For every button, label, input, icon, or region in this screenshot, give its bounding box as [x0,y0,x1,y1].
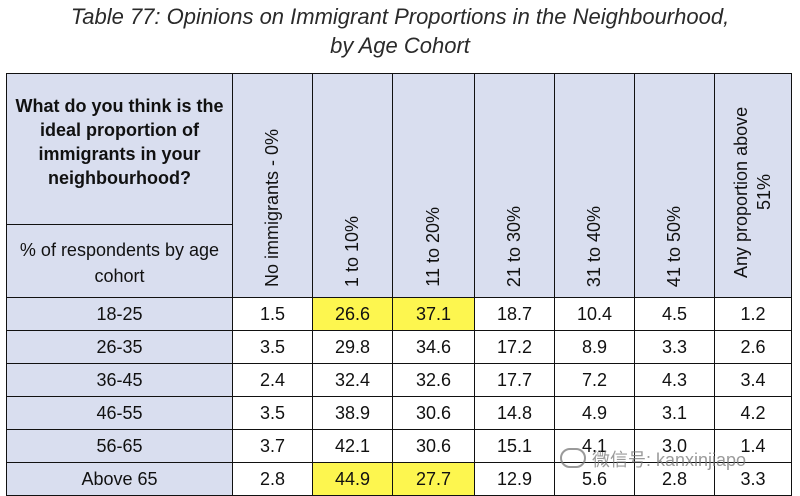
question-cell: What do you think is the ideal proportio… [6,73,233,298]
value-cell: 3.0 [634,429,715,463]
watermark-text: 微信号: kanxinjiapo [592,450,747,470]
value-cell: 3.5 [232,396,313,430]
value-cell: 2.8 [232,462,313,496]
wechat-icon [560,448,586,468]
opinion-table: What do you think is the ideal proportio… [6,73,792,496]
age-cohort-cell: 46-55 [6,396,233,430]
column-label: No immigrants - 0% [262,128,282,287]
age-cohort-cell: 56-65 [6,429,233,463]
table-row: 26-35 3.5 29.8 34.6 17.2 8.9 3.3 2.6 [6,330,792,364]
value-cell: 3.1 [634,396,715,430]
value-cell: 3.7 [232,429,313,463]
column-header: 11 to 20% [392,73,475,298]
value-cell: 29.8 [312,330,393,364]
value-cell: 12.9 [474,462,555,496]
value-cell: 44.9 [312,462,393,496]
title-line-1: Table 77: Opinions on Immigrant Proporti… [70,4,730,29]
value-cell: 7.2 [554,363,635,397]
value-cell: 8.9 [554,330,635,364]
question-text: What do you think is the ideal proportio… [7,74,232,225]
column-header: 31 to 40% [554,73,635,298]
column-label: 31 to 40% [584,205,604,287]
value-cell: 4.5 [634,297,715,331]
column-label: Any proportion above 51% [731,106,774,278]
age-cohort-cell: 36-45 [6,363,233,397]
value-cell: 1.4 [714,429,792,463]
value-cell: 27.7 [392,462,475,496]
value-cell: 30.6 [392,429,475,463]
value-cell: 42.1 [312,429,393,463]
value-cell: 2.4 [232,363,313,397]
value-cell: 4.2 [714,396,792,430]
age-cohort-cell: 26-35 [6,330,233,364]
value-cell: 1.2 [714,297,792,331]
table-row: 36-45 2.4 32.4 32.6 17.7 7.2 4.3 3.4 [6,363,792,397]
table-row: Above 65 2.8 44.9 27.7 12.9 5.6 2.8 3.3 [6,462,792,496]
column-header: 21 to 30% [474,73,555,298]
value-cell: 4.9 [554,396,635,430]
table-title: Table 77: Opinions on Immigrant Proporti… [0,2,800,60]
age-cohort-cell: 18-25 [6,297,233,331]
title-line-2: by Age Cohort [330,33,470,58]
value-cell: 14.8 [474,396,555,430]
value-cell: 34.6 [392,330,475,364]
table-row: 18-25 1.5 26.6 37.1 18.7 10.4 4.5 1.2 [6,297,792,331]
column-header: 41 to 50% [634,73,715,298]
value-cell: 2.6 [714,330,792,364]
column-header: No immigrants - 0% [232,73,313,298]
value-cell: 3.3 [634,330,715,364]
value-cell: 32.4 [312,363,393,397]
value-cell: 3.5 [232,330,313,364]
column-header: 1 to 10% [312,73,393,298]
value-cell: 2.8 [634,462,715,496]
column-label: 41 to 50% [664,205,684,287]
column-header: Any proportion above 51% [714,73,792,298]
value-cell: 17.7 [474,363,555,397]
column-label: 21 to 30% [504,205,524,287]
value-cell: 30.6 [392,396,475,430]
value-cell: 17.2 [474,330,555,364]
value-cell: 32.6 [392,363,475,397]
value-cell: 26.6 [312,297,393,331]
header-row: What do you think is the ideal proportio… [6,73,792,298]
value-cell: 18.7 [474,297,555,331]
watermark: 微信号: kanxinjiapo [560,446,746,472]
value-cell: 3.4 [714,363,792,397]
value-cell: 15.1 [474,429,555,463]
value-cell: 4.3 [634,363,715,397]
column-label: 1 to 10% [342,215,362,287]
column-label: 11 to 20% [423,207,443,287]
value-cell: 10.4 [554,297,635,331]
table-row: 46-55 3.5 38.9 30.6 14.8 4.9 3.1 4.2 [6,396,792,430]
value-cell: 1.5 [232,297,313,331]
age-cohort-cell: Above 65 [6,462,233,496]
value-cell: 38.9 [312,396,393,430]
subheader-text: % of respondents by age cohort [19,240,220,286]
value-cell: 3.3 [714,462,792,496]
table-row: 56-65 3.7 42.1 30.6 15.1 4.1 3.0 1.4 [6,429,792,463]
value-cell: 37.1 [392,297,475,331]
